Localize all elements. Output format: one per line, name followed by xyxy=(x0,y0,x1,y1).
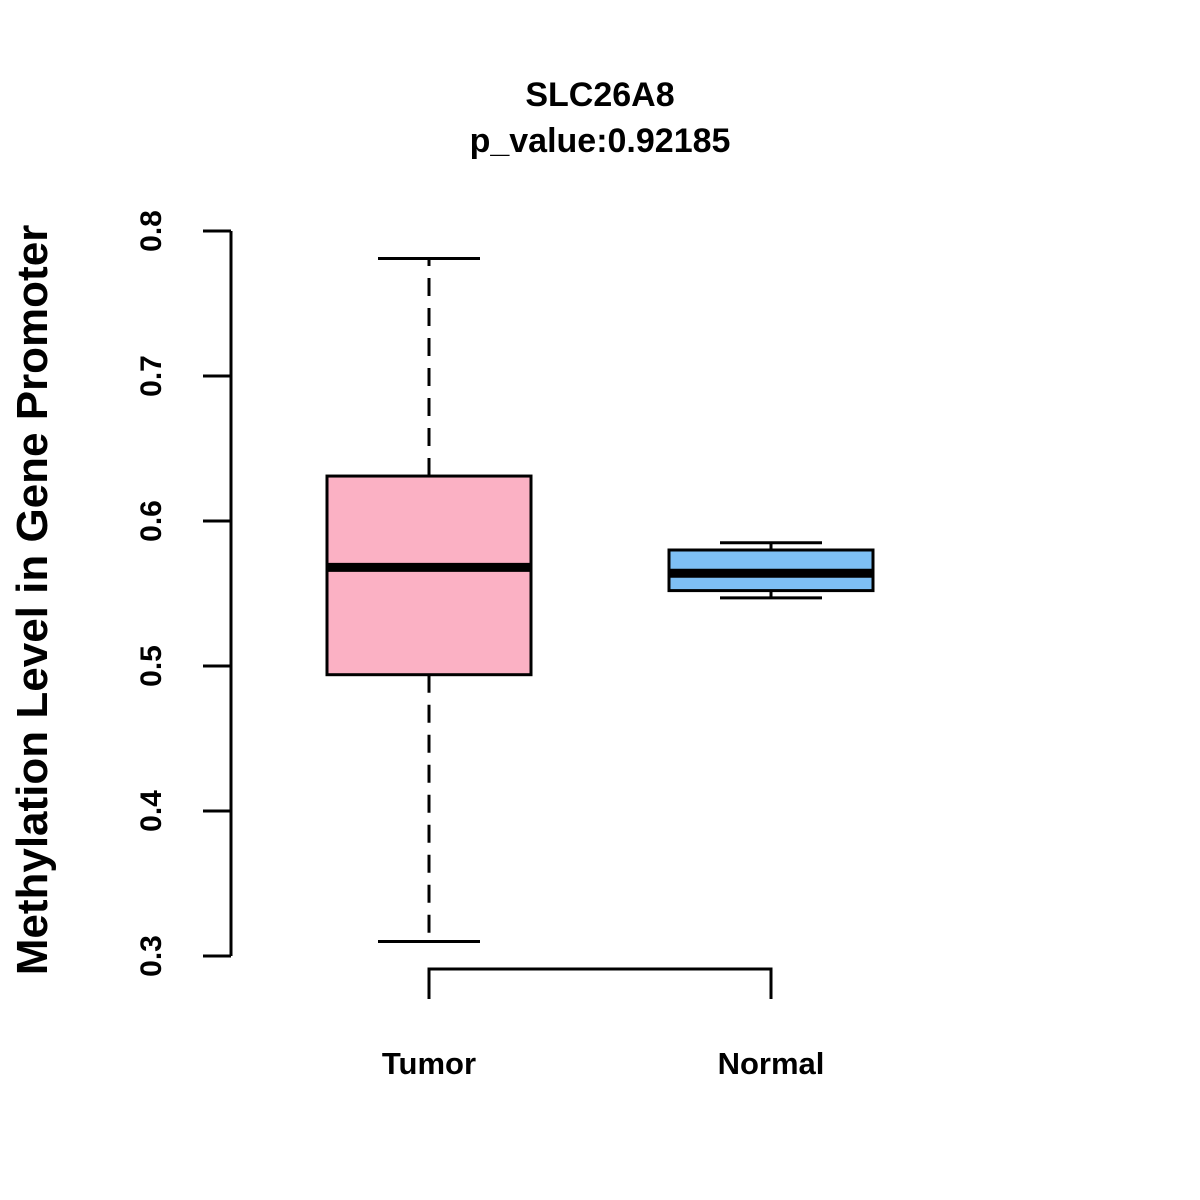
box-normal xyxy=(667,541,875,600)
y-tick-label: 0.3 xyxy=(135,935,168,977)
y-axis: 0.3 0.4 0.5 0.6 0.7 0.8 xyxy=(135,210,233,977)
y-tick-label: 0.4 xyxy=(135,790,168,832)
box-iqr xyxy=(325,474,533,677)
y-tick-label: 0.7 xyxy=(135,355,168,397)
x-tick-label: Tumor xyxy=(382,1046,476,1081)
comparison-bracket xyxy=(427,967,773,999)
y-tick-label: 0.5 xyxy=(135,645,168,687)
x-tick-label: Normal xyxy=(718,1046,825,1081)
chart-subtitle: p_value:0.92185 xyxy=(470,122,731,160)
box-group xyxy=(325,257,875,943)
x-axis-labels: Tumor Normal xyxy=(382,1046,824,1081)
y-tick-label: 0.8 xyxy=(135,210,168,252)
box-tumor xyxy=(325,257,533,943)
bracket-line xyxy=(427,967,773,999)
chart-title: SLC26A8 xyxy=(525,76,674,114)
y-axis-label: Methylation Level in Gene Promoter xyxy=(8,225,57,976)
y-tick-label: 0.6 xyxy=(135,500,168,542)
